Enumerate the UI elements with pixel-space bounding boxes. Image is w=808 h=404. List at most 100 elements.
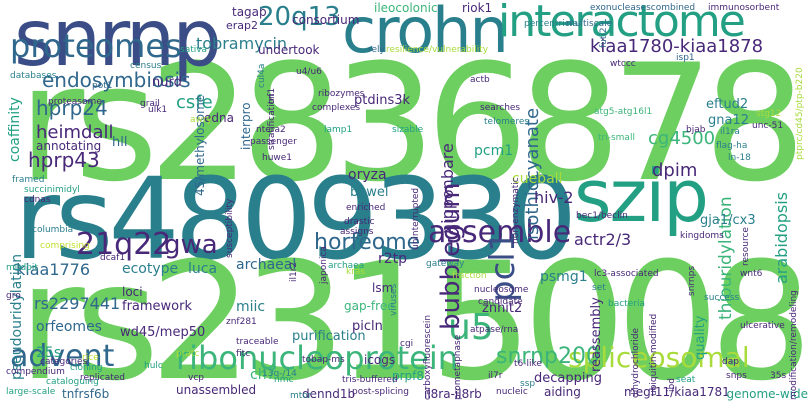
word: dpim	[652, 160, 698, 181]
word: replicated	[80, 373, 125, 383]
word: prometaphase	[453, 334, 463, 400]
word: horfeome	[314, 230, 421, 255]
word: searches	[480, 103, 521, 113]
word: rely	[368, 45, 385, 55]
word: pratc	[176, 349, 200, 359]
word: unc-51	[752, 121, 784, 131]
word: atpase/rna	[470, 325, 519, 335]
word: coaffinity	[7, 97, 23, 162]
word: lc3-associated	[594, 269, 659, 279]
word: tnfrsf6b	[62, 387, 110, 401]
word: success	[704, 293, 740, 303]
word: hiv-2	[534, 188, 574, 207]
word: viruses	[389, 283, 399, 316]
word: heimdall	[36, 122, 114, 143]
word: ribonucleoprotein	[176, 339, 458, 377]
word: proteomes	[10, 27, 182, 65]
word: il7r	[488, 371, 503, 381]
word: multiscale	[566, 19, 613, 29]
word: framed	[12, 175, 45, 185]
word: wd45/mep50	[120, 325, 206, 340]
word: futi2	[599, 27, 609, 48]
word: kiaa1780-kiaa1878	[590, 36, 764, 57]
word: databases	[10, 71, 57, 81]
word: carboxyfluorescein	[423, 314, 433, 400]
word: picln	[352, 319, 383, 334]
word: isp1	[676, 53, 695, 63]
word: gja1/cx3	[700, 213, 756, 228]
word: 20q13	[258, 2, 341, 32]
word: dap	[722, 357, 739, 367]
word: susceptibility	[225, 198, 235, 258]
word: oryza	[348, 167, 387, 183]
word: rs2297441	[34, 294, 121, 313]
word: znf281	[226, 317, 257, 327]
word: flag-ha	[716, 141, 748, 151]
word: u4/u6	[296, 67, 322, 77]
word: snps	[726, 371, 747, 381]
word: modification/remodeling	[789, 290, 799, 400]
word: proteasome	[48, 97, 102, 107]
word: il1ra	[720, 127, 740, 137]
word: t6-like	[514, 359, 542, 369]
word: dcaf1	[100, 253, 126, 263]
word: ch7	[250, 367, 276, 383]
word: gap-free	[344, 299, 395, 313]
word: archaeal	[236, 257, 297, 273]
word: cg4500	[648, 128, 716, 149]
word: psmg1	[540, 269, 588, 285]
word: cataloguing	[46, 377, 99, 387]
word: fraction	[452, 271, 487, 281]
word: trf1	[267, 87, 277, 104]
word: ulcerative	[740, 321, 785, 331]
word: gateway	[426, 259, 465, 269]
word: ptdins3k	[354, 93, 411, 108]
word: luca	[188, 261, 218, 277]
word: miic	[236, 299, 266, 315]
word: 21q22	[76, 227, 172, 262]
word: tagap	[232, 5, 267, 19]
word: ecotype	[122, 261, 179, 277]
word: pot1	[92, 81, 113, 91]
word: framework	[122, 299, 193, 314]
word: bec1/beclin	[576, 211, 628, 221]
word: pcm1	[474, 143, 514, 159]
word: ntera2	[256, 125, 286, 135]
word: hprp24	[36, 96, 108, 120]
word: icogs	[364, 353, 396, 367]
word: candidate	[478, 297, 523, 307]
word: mudpit	[6, 263, 38, 273]
word: uninterrupted	[411, 187, 421, 250]
word: rs2836878	[18, 30, 806, 218]
word: columbia	[32, 225, 74, 235]
word: rs2315008	[18, 227, 808, 404]
word: seat	[676, 375, 696, 385]
word: prpf8	[392, 369, 425, 383]
word: non-enzymatic	[511, 177, 521, 244]
word: bacteria	[608, 299, 645, 309]
word: 35s	[770, 371, 787, 381]
word: comprising	[40, 241, 90, 251]
word: crohn	[342, 0, 509, 67]
word: categories	[40, 357, 88, 367]
word: cul4a	[257, 63, 267, 88]
word: interactome	[498, 0, 746, 47]
word: ubiquitin-modified	[649, 313, 659, 396]
word: nucleic	[496, 387, 528, 397]
word: decapping	[534, 371, 602, 386]
word: 13q-/14	[262, 369, 297, 379]
word: unassembled	[176, 383, 257, 397]
word: mtor	[290, 391, 312, 401]
word: vcp	[188, 373, 204, 383]
word: post-splicing	[352, 387, 409, 397]
word: bjab	[686, 125, 706, 135]
word: cgi	[400, 339, 414, 349]
word: actb	[470, 75, 490, 85]
word: set	[592, 283, 606, 293]
word: rs4809330	[14, 155, 577, 285]
word: aiding	[544, 385, 581, 399]
word: arabidopsis	[772, 191, 791, 284]
word: tris-buffered	[342, 375, 398, 385]
word: fitc	[236, 349, 251, 359]
word: ileocolonic	[374, 1, 438, 15]
